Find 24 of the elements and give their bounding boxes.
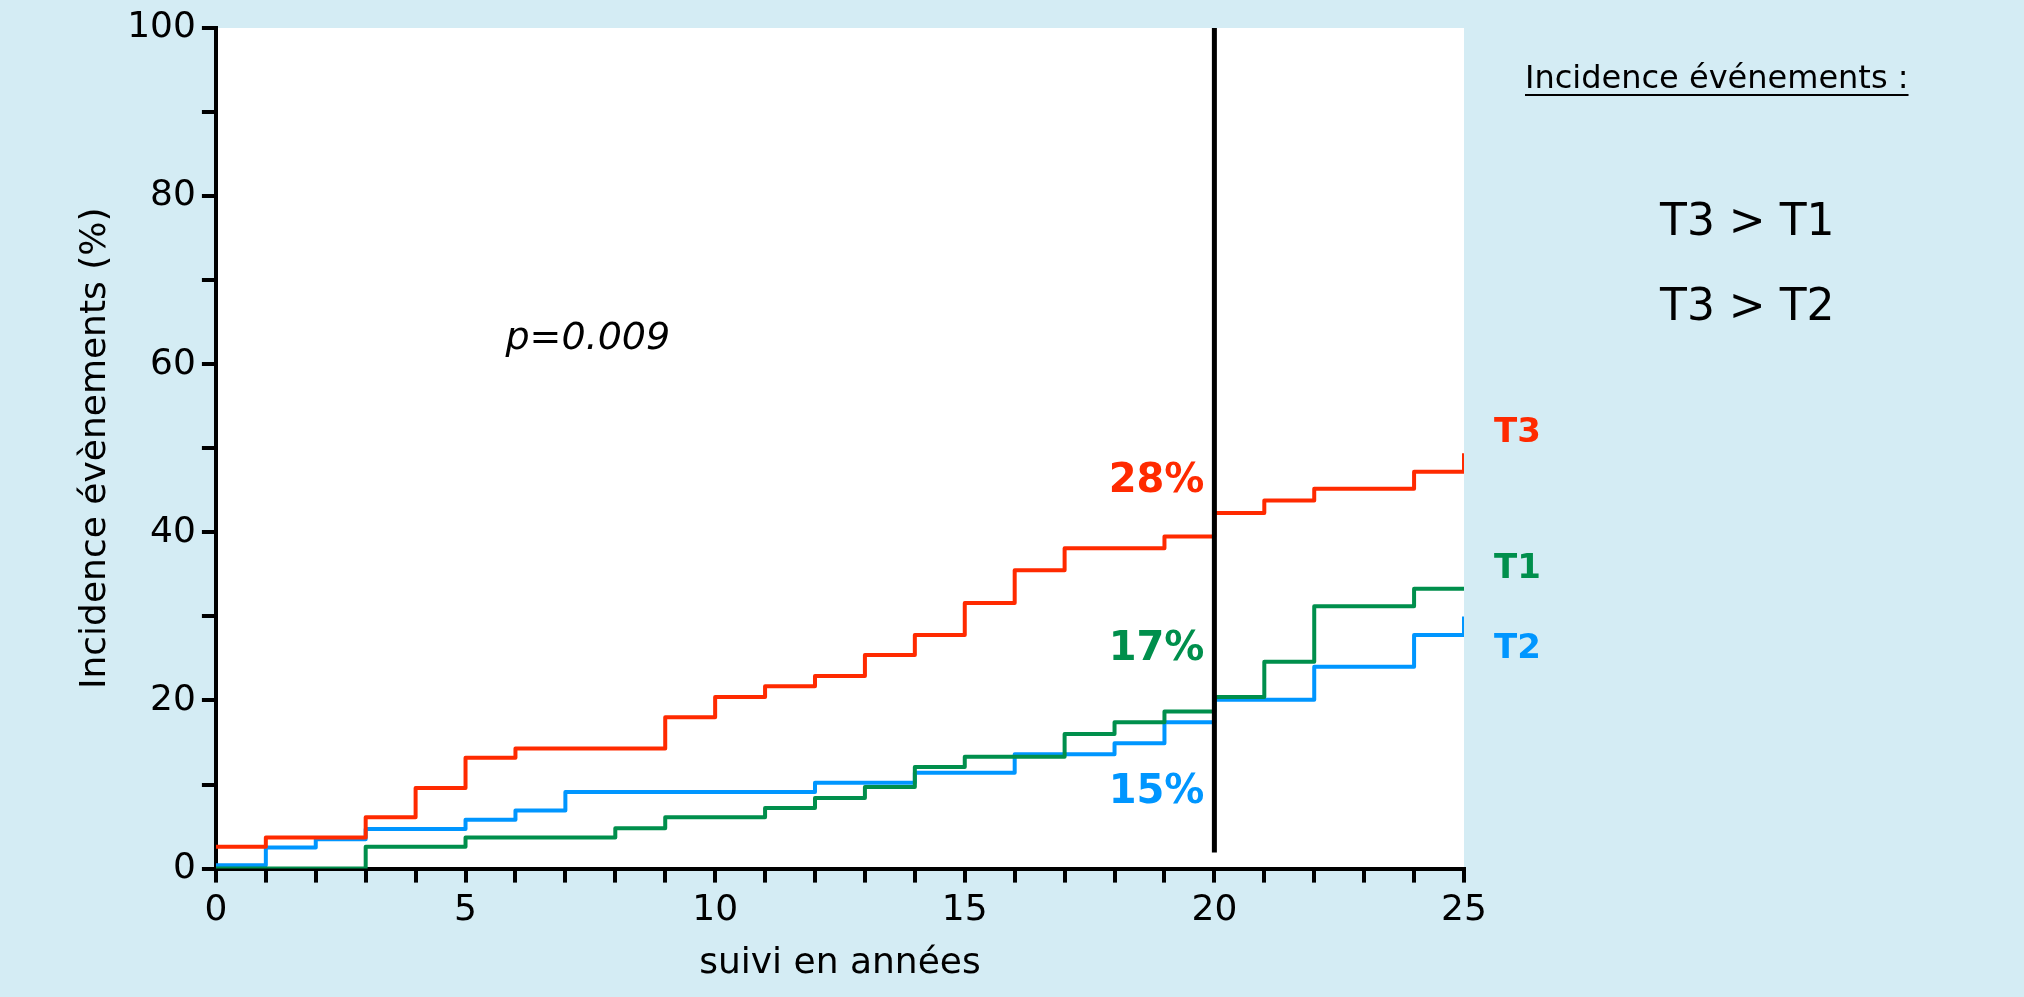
x-tick-label: 0 [204, 886, 228, 928]
text: T3 > T1 [1659, 194, 1835, 245]
x-tick-label: 25 [1441, 886, 1487, 928]
series-label: T2 [1494, 625, 1541, 666]
x-tick-label: 5 [454, 886, 477, 928]
y-tick-label: 60 [150, 340, 196, 382]
y-tick-label: 100 [127, 4, 196, 46]
series-label: T3 [1494, 410, 1541, 451]
annotation: 17% [1108, 623, 1205, 670]
y-tick-label: 40 [150, 508, 196, 550]
x-tick-label: 15 [941, 886, 988, 928]
annotation: p=0.009 [504, 313, 671, 358]
text: Incidence événements : [1525, 58, 1909, 96]
y-axis-title: Incidence évènements (%) [71, 207, 113, 690]
text: T3 > T2 [1659, 279, 1835, 330]
series-label: T1 [1494, 545, 1541, 586]
y-tick-label: 20 [150, 676, 196, 718]
x-tick-label: 10 [692, 886, 739, 928]
x-axis-title: suivi en années [699, 939, 981, 981]
x-tick-label: 20 [1191, 886, 1238, 928]
annotation: 15% [1108, 766, 1205, 813]
y-tick-label: 80 [150, 172, 196, 214]
annotation: 28% [1108, 455, 1205, 502]
y-tick-label: 0 [173, 844, 196, 886]
